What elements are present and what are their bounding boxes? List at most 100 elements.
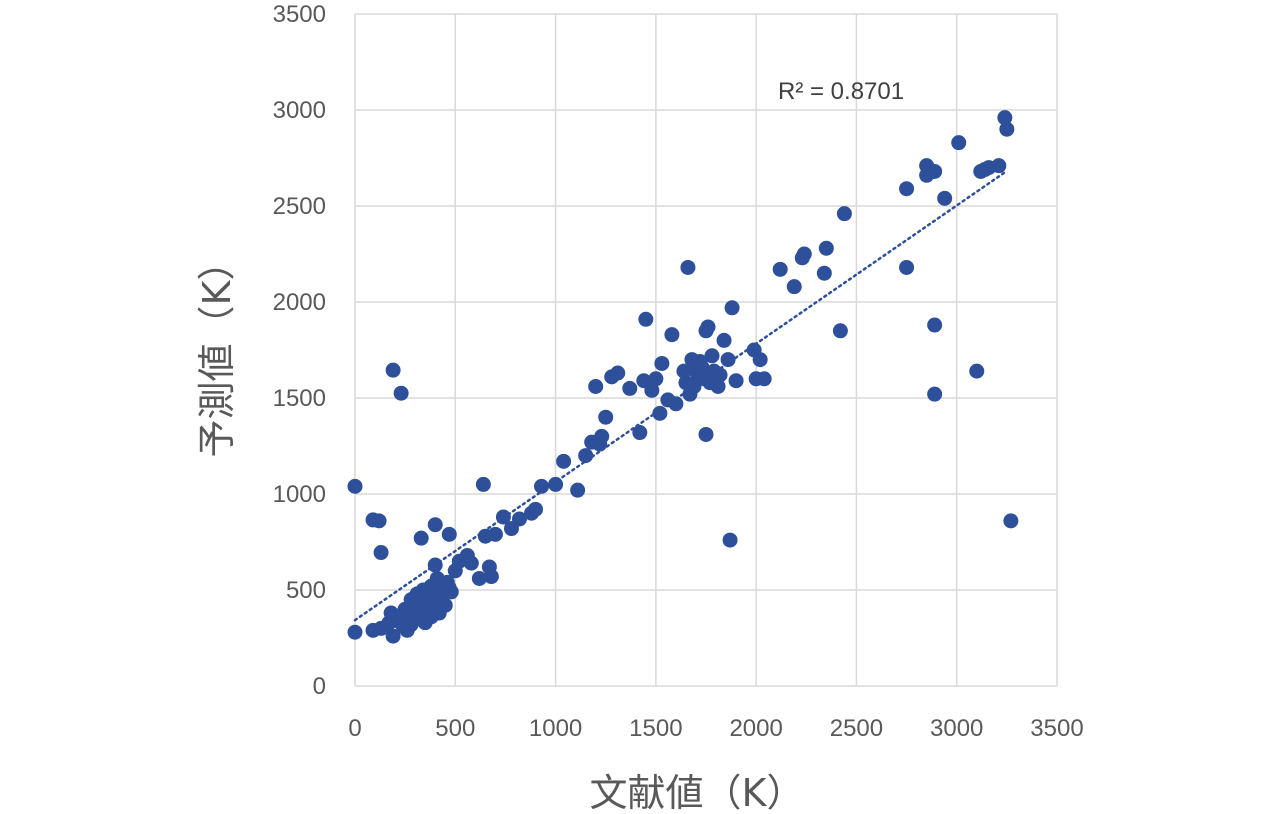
data-point	[927, 386, 943, 402]
data-point	[756, 371, 772, 387]
data-point	[528, 501, 544, 517]
data-point	[991, 158, 1007, 174]
x-tick-label: 3000	[930, 715, 983, 742]
data-point	[463, 555, 479, 571]
y-tick-label: 1000	[273, 481, 326, 508]
data-point	[644, 382, 660, 398]
data-point	[720, 352, 736, 368]
data-point	[483, 569, 499, 585]
data-point	[487, 526, 503, 542]
data-point	[471, 570, 487, 586]
data-point	[700, 319, 716, 335]
x-tick-label: 500	[435, 715, 475, 742]
data-point	[598, 409, 614, 425]
x-tick-label: 0	[348, 715, 361, 742]
grid	[354, 13, 1058, 687]
data-point	[997, 110, 1013, 126]
y-tick-label: 3000	[273, 97, 326, 124]
data-point	[694, 359, 710, 375]
trendline-layer	[353, 169, 1009, 622]
data-point	[652, 405, 668, 421]
data-point	[818, 240, 834, 256]
x-tick-label: 1500	[629, 715, 682, 742]
data-point	[648, 371, 664, 387]
data-point	[786, 279, 802, 295]
data-point	[373, 545, 389, 561]
data-point	[443, 584, 459, 600]
data-point	[638, 311, 654, 327]
data-point	[710, 378, 726, 394]
data-point	[772, 261, 788, 277]
data-point	[1003, 513, 1019, 529]
data-point	[836, 206, 852, 222]
data-point	[668, 396, 684, 412]
data-point	[969, 363, 985, 379]
data-point	[752, 352, 768, 368]
x-tick-label: 3500	[1030, 715, 1083, 742]
data-point	[927, 317, 943, 333]
trendline	[353, 169, 1009, 622]
data-point	[937, 190, 953, 206]
data-point	[832, 323, 848, 339]
data-point	[588, 378, 604, 394]
data-point	[724, 300, 740, 316]
data-point	[632, 425, 648, 441]
data-point	[431, 605, 447, 621]
x-tick-label: 1000	[529, 715, 582, 742]
y-tick-label: 500	[286, 577, 326, 604]
data-point	[427, 557, 443, 573]
data-point	[712, 367, 728, 383]
data-point	[393, 385, 409, 401]
data-point	[385, 628, 401, 644]
data-point	[570, 482, 586, 498]
tick-labels: 0 500 1000 1500 2000 2500 3000 3500 0 500 1000 1500…	[273, 1, 1084, 742]
data-point	[495, 509, 511, 525]
data-point	[654, 355, 670, 371]
x-axis-title: 文献値（K）	[590, 771, 805, 814]
data-point	[556, 453, 572, 469]
data-point	[399, 622, 415, 638]
data-point	[371, 513, 387, 529]
data-point	[475, 476, 491, 492]
data-point	[728, 373, 744, 389]
data-point	[347, 478, 363, 494]
data-point	[413, 530, 429, 546]
data-point	[796, 246, 812, 262]
data-point	[578, 448, 594, 464]
data-point	[385, 362, 401, 378]
data-point	[441, 526, 457, 542]
data-point	[511, 511, 527, 527]
data-point	[427, 517, 443, 533]
data-point	[610, 365, 626, 381]
data-point	[816, 265, 832, 281]
x-tick-label: 2500	[830, 715, 883, 742]
data-point	[680, 259, 696, 275]
data-point	[534, 478, 550, 494]
y-tick-label: 1500	[273, 385, 326, 412]
data-point	[722, 532, 738, 548]
data-point	[664, 327, 680, 343]
y-tick-label: 2500	[273, 193, 326, 220]
data-point	[698, 426, 714, 442]
data-point	[548, 476, 564, 492]
data-point	[927, 163, 943, 179]
data-point	[899, 259, 915, 275]
y-tick-label: 2000	[273, 289, 326, 316]
data-point	[704, 348, 720, 364]
x-tick-label: 2000	[729, 715, 782, 742]
y-axis-title: 予測値（K）	[195, 243, 239, 458]
data-point	[676, 363, 692, 379]
data-point	[999, 121, 1015, 137]
data-point	[716, 332, 732, 348]
data-point	[899, 181, 915, 197]
y-tick-label: 0	[313, 673, 326, 700]
data-point	[594, 428, 610, 444]
data-point	[951, 135, 967, 151]
r-squared-annotation: R² = 0.8701	[778, 78, 904, 105]
y-tick-label: 3500	[273, 1, 326, 28]
data-point	[347, 624, 363, 640]
data-point	[622, 380, 638, 396]
data-points	[347, 110, 1019, 644]
